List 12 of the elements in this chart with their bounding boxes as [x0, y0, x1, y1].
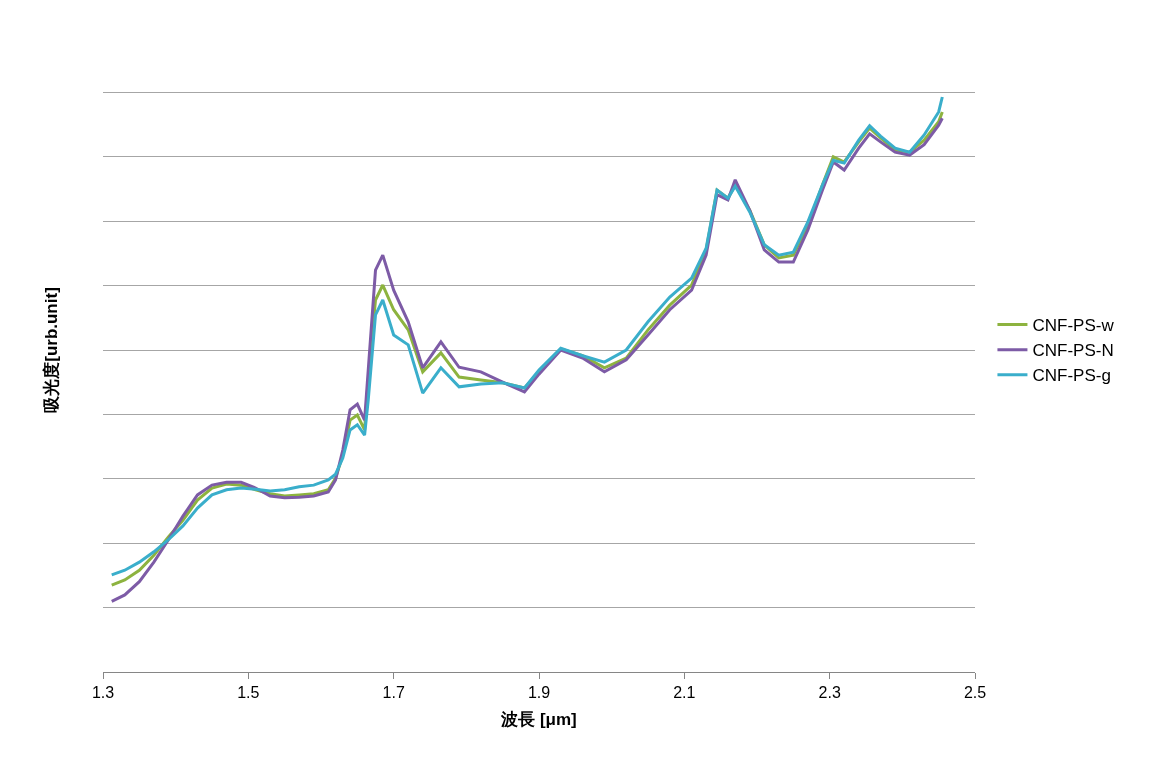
x-tick-label: 1.9 — [527, 684, 551, 702]
legend-label: CNF-PS-N — [1032, 341, 1114, 361]
x-tick-label: 2.1 — [673, 684, 696, 702]
legend-label: CNF-PS-g — [1032, 366, 1111, 386]
legend-label: CNF-PS-w — [1032, 316, 1115, 336]
x-tick-label: 1.7 — [382, 684, 405, 702]
y-axis-title: 吸光度[urb.unit] — [41, 287, 61, 413]
x-tick-label: 2.3 — [818, 684, 841, 702]
x-axis-title: 波長 [μm] — [500, 709, 577, 729]
x-tick-label: 2.5 — [963, 684, 987, 702]
x-tick-label: 1.3 — [91, 684, 115, 702]
x-tick-label: 1.5 — [237, 684, 260, 702]
